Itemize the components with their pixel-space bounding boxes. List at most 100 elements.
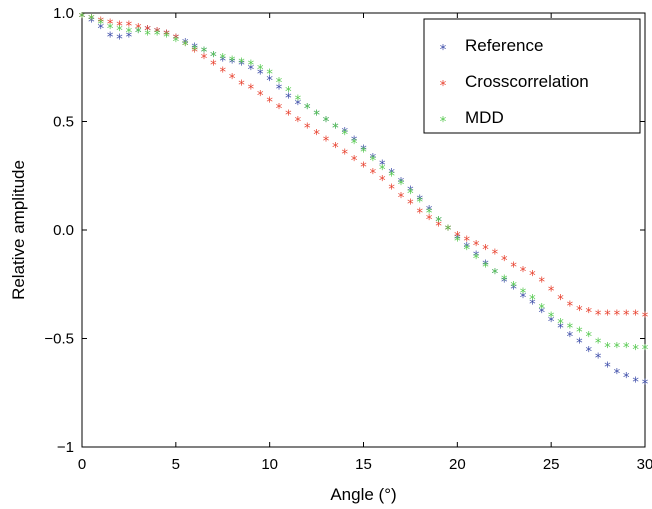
data-point: * <box>341 148 348 163</box>
data-point: * <box>88 13 95 28</box>
data-point: * <box>248 83 255 98</box>
x-tick-label: 15 <box>355 456 372 473</box>
data-point: * <box>463 243 470 258</box>
data-point: * <box>614 367 621 382</box>
data-point: * <box>501 276 508 291</box>
data-point: * <box>576 337 583 352</box>
data-point: * <box>576 326 583 341</box>
data-point: * <box>107 18 114 33</box>
legend-label: Crosscorrelation <box>465 72 589 91</box>
data-point: * <box>144 24 151 39</box>
data-point: * <box>595 308 602 323</box>
data-point: * <box>332 122 339 137</box>
series-reference: * * ** * * * * * * * * * * * * * * * * *** * * * * * **** ********… <box>79 11 649 393</box>
data-point: * <box>510 280 517 295</box>
data-point: * <box>154 28 161 43</box>
data-point: * <box>248 59 255 74</box>
axis-tick-labels: 0 5 10 15 20 25 30 1.0 0.5 0.0 −0.5 −1 <box>44 5 652 473</box>
data-point: * <box>360 146 367 161</box>
data-point: * <box>126 26 133 41</box>
data-point: * <box>426 206 433 221</box>
data-point: * <box>604 360 611 375</box>
data-point: * <box>604 341 611 356</box>
data-point: * <box>445 224 452 239</box>
data-point: * <box>642 343 649 358</box>
data-point: * <box>539 276 546 291</box>
data-point: * <box>379 174 386 189</box>
data-point: * <box>435 215 442 230</box>
data-point: * <box>454 232 461 247</box>
data-point: * <box>107 31 114 46</box>
data-point: * <box>388 167 395 182</box>
data-point: * <box>454 230 461 245</box>
data-point: * <box>585 330 592 345</box>
data-point: * <box>154 26 161 41</box>
data-point: * <box>248 63 255 78</box>
data-point: * <box>435 219 442 234</box>
data-point: * <box>426 204 433 219</box>
data-point: * <box>191 46 198 61</box>
data-point: * <box>79 11 86 26</box>
data-point: * <box>144 24 151 39</box>
data-point: * <box>567 300 574 315</box>
data-point: * <box>229 72 236 87</box>
data-point: * <box>642 378 649 393</box>
data-point: * <box>604 308 611 323</box>
y-tick-label: 0.0 <box>53 222 74 239</box>
data-point: * <box>210 59 217 74</box>
data-point: * <box>173 35 180 50</box>
data-point: * <box>229 54 236 69</box>
data-point: * <box>632 343 639 358</box>
data-point: * <box>632 376 639 391</box>
data-point: * <box>529 269 536 284</box>
data-point: * <box>482 243 489 258</box>
data-point: * <box>529 293 536 308</box>
data-point: * <box>266 96 273 111</box>
data-point: * <box>295 115 302 130</box>
data-point: * <box>435 215 442 230</box>
data-point: * <box>173 33 180 48</box>
data-point: * <box>191 41 198 56</box>
data-point: * <box>445 224 452 239</box>
data-point: * <box>182 39 189 54</box>
data-point: * <box>98 18 105 33</box>
x-tick-label: 25 <box>543 456 560 473</box>
data-point: * <box>614 308 621 323</box>
data-point: * <box>539 302 546 317</box>
data-point: * <box>529 297 536 312</box>
data-point: * <box>201 46 208 61</box>
legend-label: Reference <box>465 36 543 55</box>
data-point: * <box>548 284 555 299</box>
data-point: * <box>126 31 133 46</box>
data-point: * <box>173 33 180 48</box>
x-tick-label: 0 <box>78 456 86 473</box>
data-point: * <box>379 159 386 174</box>
data-point: * <box>520 265 527 280</box>
data-point: * <box>229 57 236 72</box>
y-tick-label: 0.5 <box>53 114 74 131</box>
data-point: * <box>614 341 621 356</box>
y-axis-label: Relative amplitude <box>9 160 28 300</box>
data-point: * <box>585 345 592 360</box>
data-point: * <box>201 52 208 67</box>
data-point: * <box>323 115 330 130</box>
data-point: * <box>295 98 302 113</box>
data-point: * <box>557 317 564 332</box>
data-point: * <box>548 310 555 325</box>
data-point: * <box>238 78 245 93</box>
data-point: * <box>313 128 320 143</box>
data-point: * <box>135 22 142 37</box>
data-point: * <box>163 28 170 43</box>
data-point: * <box>520 291 527 306</box>
data-point: * <box>501 254 508 269</box>
data-point: * <box>238 59 245 74</box>
data-point: * <box>417 206 424 221</box>
data-point: * <box>182 37 189 52</box>
data-point: * <box>285 85 292 100</box>
data-point: * <box>220 54 227 69</box>
data-point: * <box>210 50 217 65</box>
data-point: * <box>492 267 499 282</box>
data-point: * <box>257 63 264 78</box>
data-point: * <box>238 57 245 72</box>
data-point: * <box>313 109 320 124</box>
